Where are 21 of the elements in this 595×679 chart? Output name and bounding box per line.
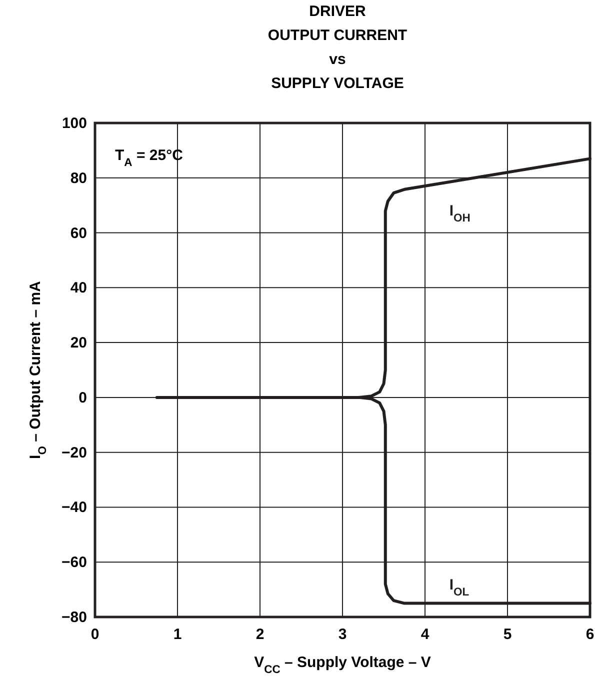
x-tick-label: 6 xyxy=(586,626,594,643)
y-tick-label: 60 xyxy=(70,224,87,242)
x-tick-label: 4 xyxy=(420,626,430,643)
x-tick-label: 3 xyxy=(338,626,347,643)
y-tick-label: −60 xyxy=(62,554,87,572)
series-label: I$_{OL}$ xyxy=(449,576,470,598)
chart-title: DRIVER OUTPUT CURRENT vs SUPPLY VOLTAGE xyxy=(268,3,408,92)
x-axis-title: V$_{CC}$ – Supply Voltage – V xyxy=(254,654,431,676)
y-tick-label: 40 xyxy=(70,280,87,297)
x-tick-label: 1 xyxy=(173,626,182,643)
y-tick-label: 0 xyxy=(78,389,87,406)
y-tick-label: −20 xyxy=(62,444,87,462)
x-tick-label: 5 xyxy=(503,626,512,643)
x-tick-label: 2 xyxy=(256,626,264,643)
y-tick-label: 20 xyxy=(70,334,87,352)
y-tick-label: 80 xyxy=(70,170,87,187)
y-tick-label: 100 xyxy=(62,115,87,132)
y-tick-label: −80 xyxy=(62,609,87,626)
x-tick-label: 0 xyxy=(90,626,100,643)
y-tick-label: −40 xyxy=(62,499,87,516)
series-label: I$_{OH}$ xyxy=(449,202,470,224)
